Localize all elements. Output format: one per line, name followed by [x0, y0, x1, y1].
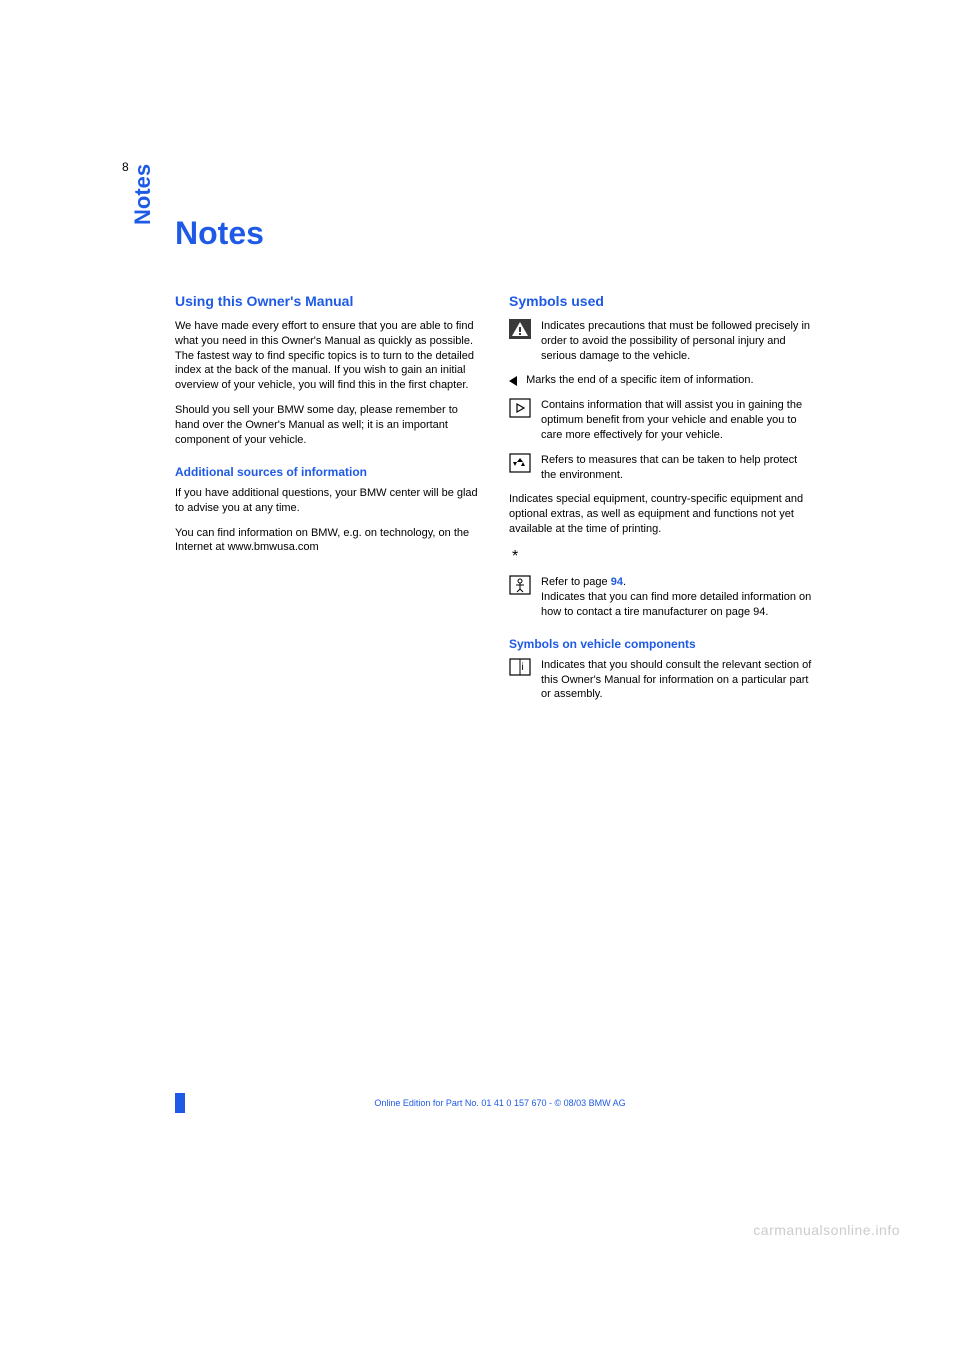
left-triangle-icon: [509, 376, 517, 386]
paragraph: You can find information on BMW, e.g. on…: [175, 526, 481, 556]
person-box-icon: [509, 575, 533, 595]
footer-bar: Online Edition for Part No. 01 41 0 157 …: [175, 1093, 815, 1113]
watermark-text: carmanualsonline.info: [753, 1222, 900, 1238]
heading-using-manual: Using this Owner's Manual: [175, 292, 481, 311]
two-column-layout: Using this Owner's Manual We have made e…: [175, 292, 815, 712]
heading-symbols-used: Symbols used: [509, 292, 815, 311]
symbol-info: Contains information that will assist yo…: [509, 398, 815, 443]
contact-desc: Indicates that you can find more detaile…: [541, 591, 811, 618]
asterisk-icon: *: [509, 547, 533, 565]
paragraph: We have made every effort to ensure that…: [175, 319, 481, 393]
end-marker-text: Marks the end of a specific item of info…: [509, 373, 815, 388]
symbol-recycle-text: Refers to measures that can be taken to …: [541, 453, 815, 483]
page-number: 8: [122, 160, 129, 174]
heading-vehicle-components: Symbols on vehicle components: [509, 636, 815, 652]
equipment-intro: Indicates special equipment, country-spe…: [509, 492, 815, 537]
contact-label: Refer to page: [541, 576, 608, 588]
symbol-warning: Indicates precautions that must be follo…: [509, 319, 815, 364]
footer-text: Online Edition for Part No. 01 41 0 157 …: [374, 1098, 625, 1108]
page-ref-link[interactable]: 94: [611, 576, 623, 588]
contact-period: .: [623, 576, 626, 588]
svg-text:i: i: [522, 662, 524, 673]
page-root: 8 Notes Notes Using this Owner's Manual …: [0, 0, 960, 1358]
sidebar-section-label: Notes: [130, 164, 156, 225]
open-book-icon: i: [509, 658, 533, 676]
paragraph: Should you sell your BMW some day, pleas…: [175, 403, 481, 448]
symbol-recycle: Refers to measures that can be taken to …: [509, 453, 815, 483]
page-title: Notes: [175, 215, 815, 252]
content-area: Notes Using this Owner's Manual We have …: [175, 215, 815, 712]
symbol-book: i Indicates that you should consult the …: [509, 658, 815, 703]
right-column: Symbols used Indicates precautions that …: [509, 292, 815, 712]
heading-additional-sources: Additional sources of information: [175, 464, 481, 480]
symbol-info-text: Contains information that will assist yo…: [541, 398, 815, 443]
symbol-book-text: Indicates that you should consult the re…: [541, 658, 815, 703]
play-square-icon: [509, 398, 533, 418]
end-marker-label: Marks the end of a specific item of info…: [526, 374, 753, 386]
warning-triangle-icon: [509, 319, 533, 339]
symbol-asterisk: *: [509, 547, 815, 565]
left-column: Using this Owner's Manual We have made e…: [175, 292, 481, 712]
symbol-page-ref-text: Refer to page 94. Indicates that you can…: [541, 575, 815, 620]
symbol-page-ref: Refer to page 94. Indicates that you can…: [509, 575, 815, 620]
recycle-icon: [509, 453, 533, 473]
symbol-warning-text: Indicates precautions that must be follo…: [541, 319, 815, 364]
svg-text:*: *: [512, 548, 518, 565]
paragraph: If you have additional questions, your B…: [175, 486, 481, 516]
